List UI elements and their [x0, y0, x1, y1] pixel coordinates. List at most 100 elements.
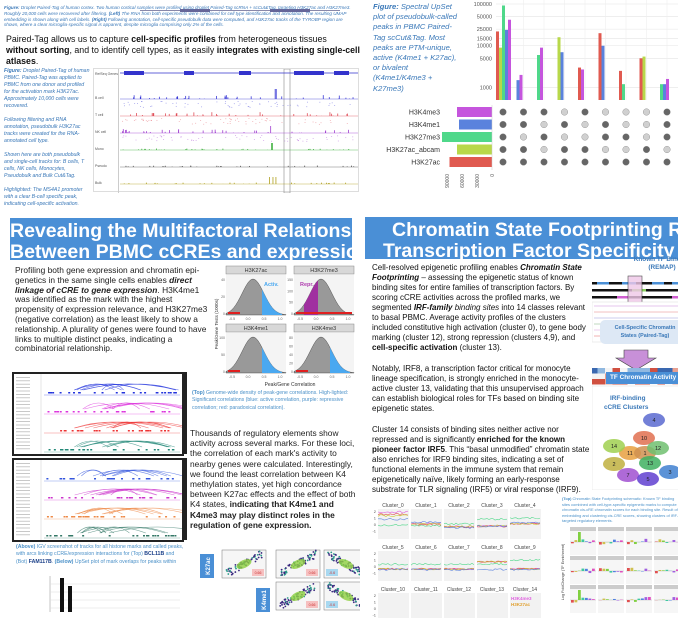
peak: [113, 516, 115, 518]
peak: [169, 114, 170, 116]
point: [259, 554, 261, 556]
single-cell-read: [352, 137, 353, 138]
peak: [82, 535, 84, 537]
single-cell-read: [210, 124, 211, 125]
text-segment: UpSet plot of mark overlaps for peaks wi…: [73, 559, 176, 565]
corr-value: -0.6: [329, 603, 335, 607]
peak: [331, 114, 332, 116]
peak: [280, 115, 281, 116]
point: [310, 555, 312, 557]
peak: [49, 449, 51, 451]
peak: [78, 516, 80, 518]
single-cell-read: [334, 105, 335, 106]
track-name: [16, 380, 30, 381]
single-cell-read: [297, 105, 298, 106]
peak: [339, 96, 340, 99]
point: [329, 584, 331, 586]
y-tick: 0: [374, 522, 377, 527]
single-cell-read: [329, 103, 330, 104]
point: [281, 604, 283, 606]
peak: [113, 449, 115, 451]
point: [307, 586, 309, 588]
enrichment-bar: [627, 568, 630, 571]
single-cell-read: [141, 101, 142, 102]
peak: [347, 166, 348, 167]
single-cell-read: [148, 120, 149, 121]
single-cell-read: [225, 101, 226, 102]
peak: [271, 143, 272, 150]
y-tick: 1000: [480, 85, 492, 91]
x-tick: -0.5: [297, 375, 303, 379]
peak: [153, 411, 155, 413]
binding-site: [597, 282, 609, 285]
facet-strip: [570, 527, 596, 531]
enrichment-bar: [606, 569, 609, 571]
single-cell-read: [201, 107, 202, 108]
membership-dot: [520, 146, 527, 153]
peak: [66, 516, 68, 518]
single-cell-read: [246, 124, 247, 125]
text-segment: . H3K4me1 was identified as the mark wit…: [15, 285, 207, 354]
single-cell-read: [319, 124, 320, 125]
peak: [343, 166, 344, 167]
set-size-bar: [450, 157, 493, 167]
membership-dot: [664, 146, 671, 153]
peak: [165, 516, 167, 518]
point: [357, 566, 359, 568]
single-cell-read: [319, 102, 320, 103]
enrichment-bar: [634, 570, 637, 571]
track-name: [16, 497, 30, 498]
peak: [157, 535, 159, 537]
membership-dot: [520, 159, 527, 166]
point: [336, 559, 338, 561]
peak: [142, 115, 143, 116]
single-cell-read: [267, 119, 268, 120]
intersection-bar: [502, 6, 505, 100]
enrichment-bar: [575, 540, 578, 542]
track-label: Pseudo: [95, 164, 107, 168]
cluster-title: Cluster_7: [448, 545, 470, 551]
peak: [173, 516, 175, 518]
peak: [72, 449, 74, 451]
single-cell-read: [135, 120, 136, 121]
y-tick: 0: [374, 606, 377, 611]
facet-panel: [654, 531, 678, 555]
text-segment: (Right): [92, 17, 107, 22]
point: [257, 554, 259, 556]
peak: [145, 430, 147, 432]
single-cell-read: [122, 137, 123, 138]
x-tick: 90000: [445, 174, 451, 188]
peak: [345, 183, 346, 184]
track-name: [16, 524, 30, 525]
track-name: [16, 411, 30, 412]
peak: [333, 149, 334, 150]
track-name: [16, 377, 30, 378]
peak: [78, 449, 80, 451]
peak: [154, 98, 155, 99]
enrichment-bar: [659, 539, 662, 542]
track-name: [16, 500, 30, 501]
peak: [61, 449, 63, 451]
peak: [313, 149, 314, 150]
intersection-bar: [602, 46, 605, 100]
peak: [323, 95, 324, 99]
enrichment-bar: [603, 542, 606, 544]
text-segment: Highlighted: The MS4A1 promoter with a c…: [4, 187, 82, 207]
single-cell-read: [230, 123, 231, 124]
enrichment-bar: [641, 598, 644, 600]
paradoxical-region: [296, 370, 308, 372]
x-tick: -0.5: [229, 375, 235, 379]
track-name: [16, 442, 30, 443]
point: [357, 571, 359, 573]
membership-dot: [664, 159, 671, 166]
point: [235, 568, 237, 570]
point: [261, 557, 263, 559]
peak: [164, 411, 166, 413]
peak: [123, 516, 125, 518]
peak: [100, 516, 102, 518]
peak: [123, 129, 124, 133]
peak: [325, 130, 326, 133]
peak: [202, 149, 203, 150]
text-segment: Thousands of regulatory elements show ac…: [190, 428, 355, 509]
